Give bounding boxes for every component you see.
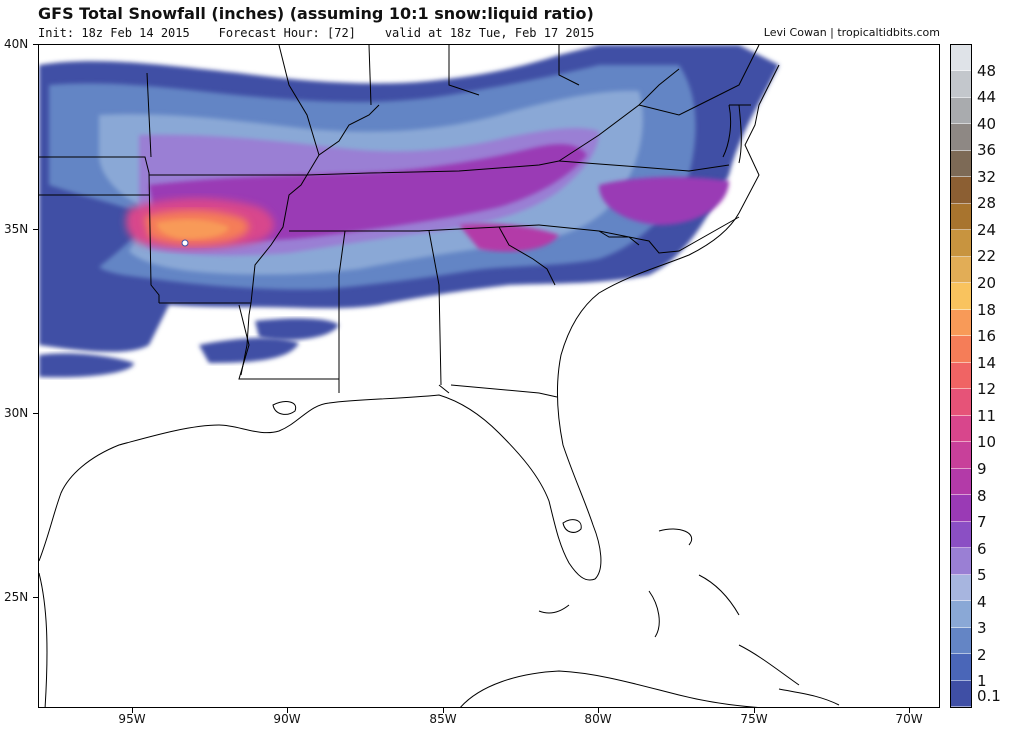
colorbar-swatch-4 — [951, 574, 971, 602]
colorbar-swatch-3 — [951, 601, 971, 628]
snowfall-band-16 — [157, 219, 229, 239]
forecast-info: Init: 18z Feb 14 2015 Forecast Hour: [72… — [38, 26, 594, 40]
lat-label-30n: 30N — [4, 406, 29, 420]
lon-tick — [132, 708, 133, 713]
colorbar-swatch-16 — [951, 309, 971, 337]
chart-title: GFS Total Snowfall (inches) (assuming 10… — [38, 4, 594, 23]
lon-label-75w: 75W — [740, 712, 768, 726]
colorbar-swatch-9 — [951, 442, 971, 469]
colorbar-label-0.1: 0.1 — [977, 687, 1001, 706]
lon-tick — [287, 708, 288, 713]
colorbar-label-32: 32 — [977, 167, 997, 186]
colorbar-swatch-5 — [951, 548, 971, 575]
colorbar-swatch-32 — [951, 150, 971, 178]
colorbar-swatch-8 — [951, 468, 971, 496]
colorbar-swatch-6 — [951, 521, 971, 549]
lat-tick — [33, 597, 38, 598]
lon-label-85w: 85W — [429, 712, 457, 726]
colorbar-swatch-44 — [951, 71, 971, 98]
colorbar-label-7: 7 — [977, 513, 987, 532]
lon-tick — [443, 708, 444, 713]
colorbar-label-8: 8 — [977, 486, 987, 505]
colorbar-swatch-40 — [951, 97, 971, 125]
lat-label-25n: 25N — [4, 590, 29, 604]
colorbar-label-1: 1 — [977, 672, 987, 691]
colorbar-swatch-1 — [951, 654, 971, 681]
map-canvas — [39, 45, 840, 707]
lat-label-40n: 40N — [4, 37, 29, 51]
snowfall-band-0.1-patch — [199, 337, 299, 363]
colorbar-label-10: 10 — [977, 433, 997, 452]
colorbar-swatch-20 — [951, 256, 971, 284]
colorbar-label-22: 22 — [977, 247, 997, 266]
colorbar-label-24: 24 — [977, 220, 997, 239]
colorbar-label-5: 5 — [977, 566, 987, 585]
snowfall-shading — [39, 45, 779, 378]
colorbar-label-20: 20 — [977, 274, 997, 293]
colorbar-swatch-2 — [951, 627, 971, 655]
lon-label-70w: 70W — [895, 712, 923, 726]
snowfall-max-dot — [181, 239, 189, 247]
snowfall-band-0.1-south — [39, 353, 134, 378]
lat-label-35n: 35N — [4, 222, 29, 236]
colorbar-swatch-24 — [951, 203, 971, 231]
lon-label-95w: 95W — [118, 712, 146, 726]
colorbar-swatch-28 — [951, 177, 971, 204]
colorbar-label-48: 48 — [977, 61, 997, 80]
lat-tick — [33, 413, 38, 414]
init-time: Init: 18z Feb 14 2015 — [38, 26, 190, 40]
colorbar-label-9: 9 — [977, 459, 987, 478]
colorbar-swatch-7 — [951, 495, 971, 522]
lon-tick — [598, 708, 599, 713]
colorbar-swatch-48 — [951, 45, 971, 72]
credit: Levi Cowan | tropicaltidbits.com — [763, 26, 940, 39]
colorbar-label-16: 16 — [977, 327, 997, 346]
colorbar-label-11: 11 — [977, 406, 997, 425]
colorbar-swatch-18 — [951, 283, 971, 310]
lon-tick — [754, 708, 755, 713]
lon-label-80w: 80W — [584, 712, 612, 726]
colorbar-swatch-10 — [951, 415, 971, 443]
lat-tick — [33, 44, 38, 45]
coastline — [39, 64, 840, 707]
lon-tick — [909, 708, 910, 713]
colorbar-label-6: 6 — [977, 539, 987, 558]
colorbar-label-36: 36 — [977, 141, 997, 160]
colorbar-swatch-11 — [951, 389, 971, 416]
snowfall-band-6-ga — [459, 223, 559, 252]
snowfall-colorbar — [950, 44, 972, 708]
colorbar-swatch-0.1 — [951, 680, 971, 708]
valid-time: valid at 18z Tue, Feb 17 2015 — [384, 26, 595, 40]
colorbar-label-14: 14 — [977, 353, 997, 372]
lat-tick — [33, 229, 38, 230]
state-borders — [39, 45, 760, 398]
colorbar-label-44: 44 — [977, 88, 997, 107]
colorbar-swatch-14 — [951, 336, 971, 363]
lon-label-90w: 90W — [273, 712, 301, 726]
colorbar-swatch-36 — [951, 124, 971, 151]
colorbar-label-2: 2 — [977, 645, 987, 664]
snowfall-band-0.1-patch2 — [255, 318, 339, 341]
colorbar-label-40: 40 — [977, 114, 997, 133]
forecast-hour: Forecast Hour: [72] — [218, 26, 356, 40]
colorbar-swatch-22 — [951, 230, 971, 257]
colorbar-label-28: 28 — [977, 194, 997, 213]
colorbar-label-4: 4 — [977, 592, 987, 611]
colorbar-label-3: 3 — [977, 619, 987, 638]
colorbar-label-12: 12 — [977, 380, 997, 399]
colorbar-swatch-12 — [951, 362, 971, 390]
colorbar-label-18: 18 — [977, 300, 997, 319]
snowfall-map — [38, 44, 940, 708]
snowfall-band-6-nc — [599, 176, 729, 225]
